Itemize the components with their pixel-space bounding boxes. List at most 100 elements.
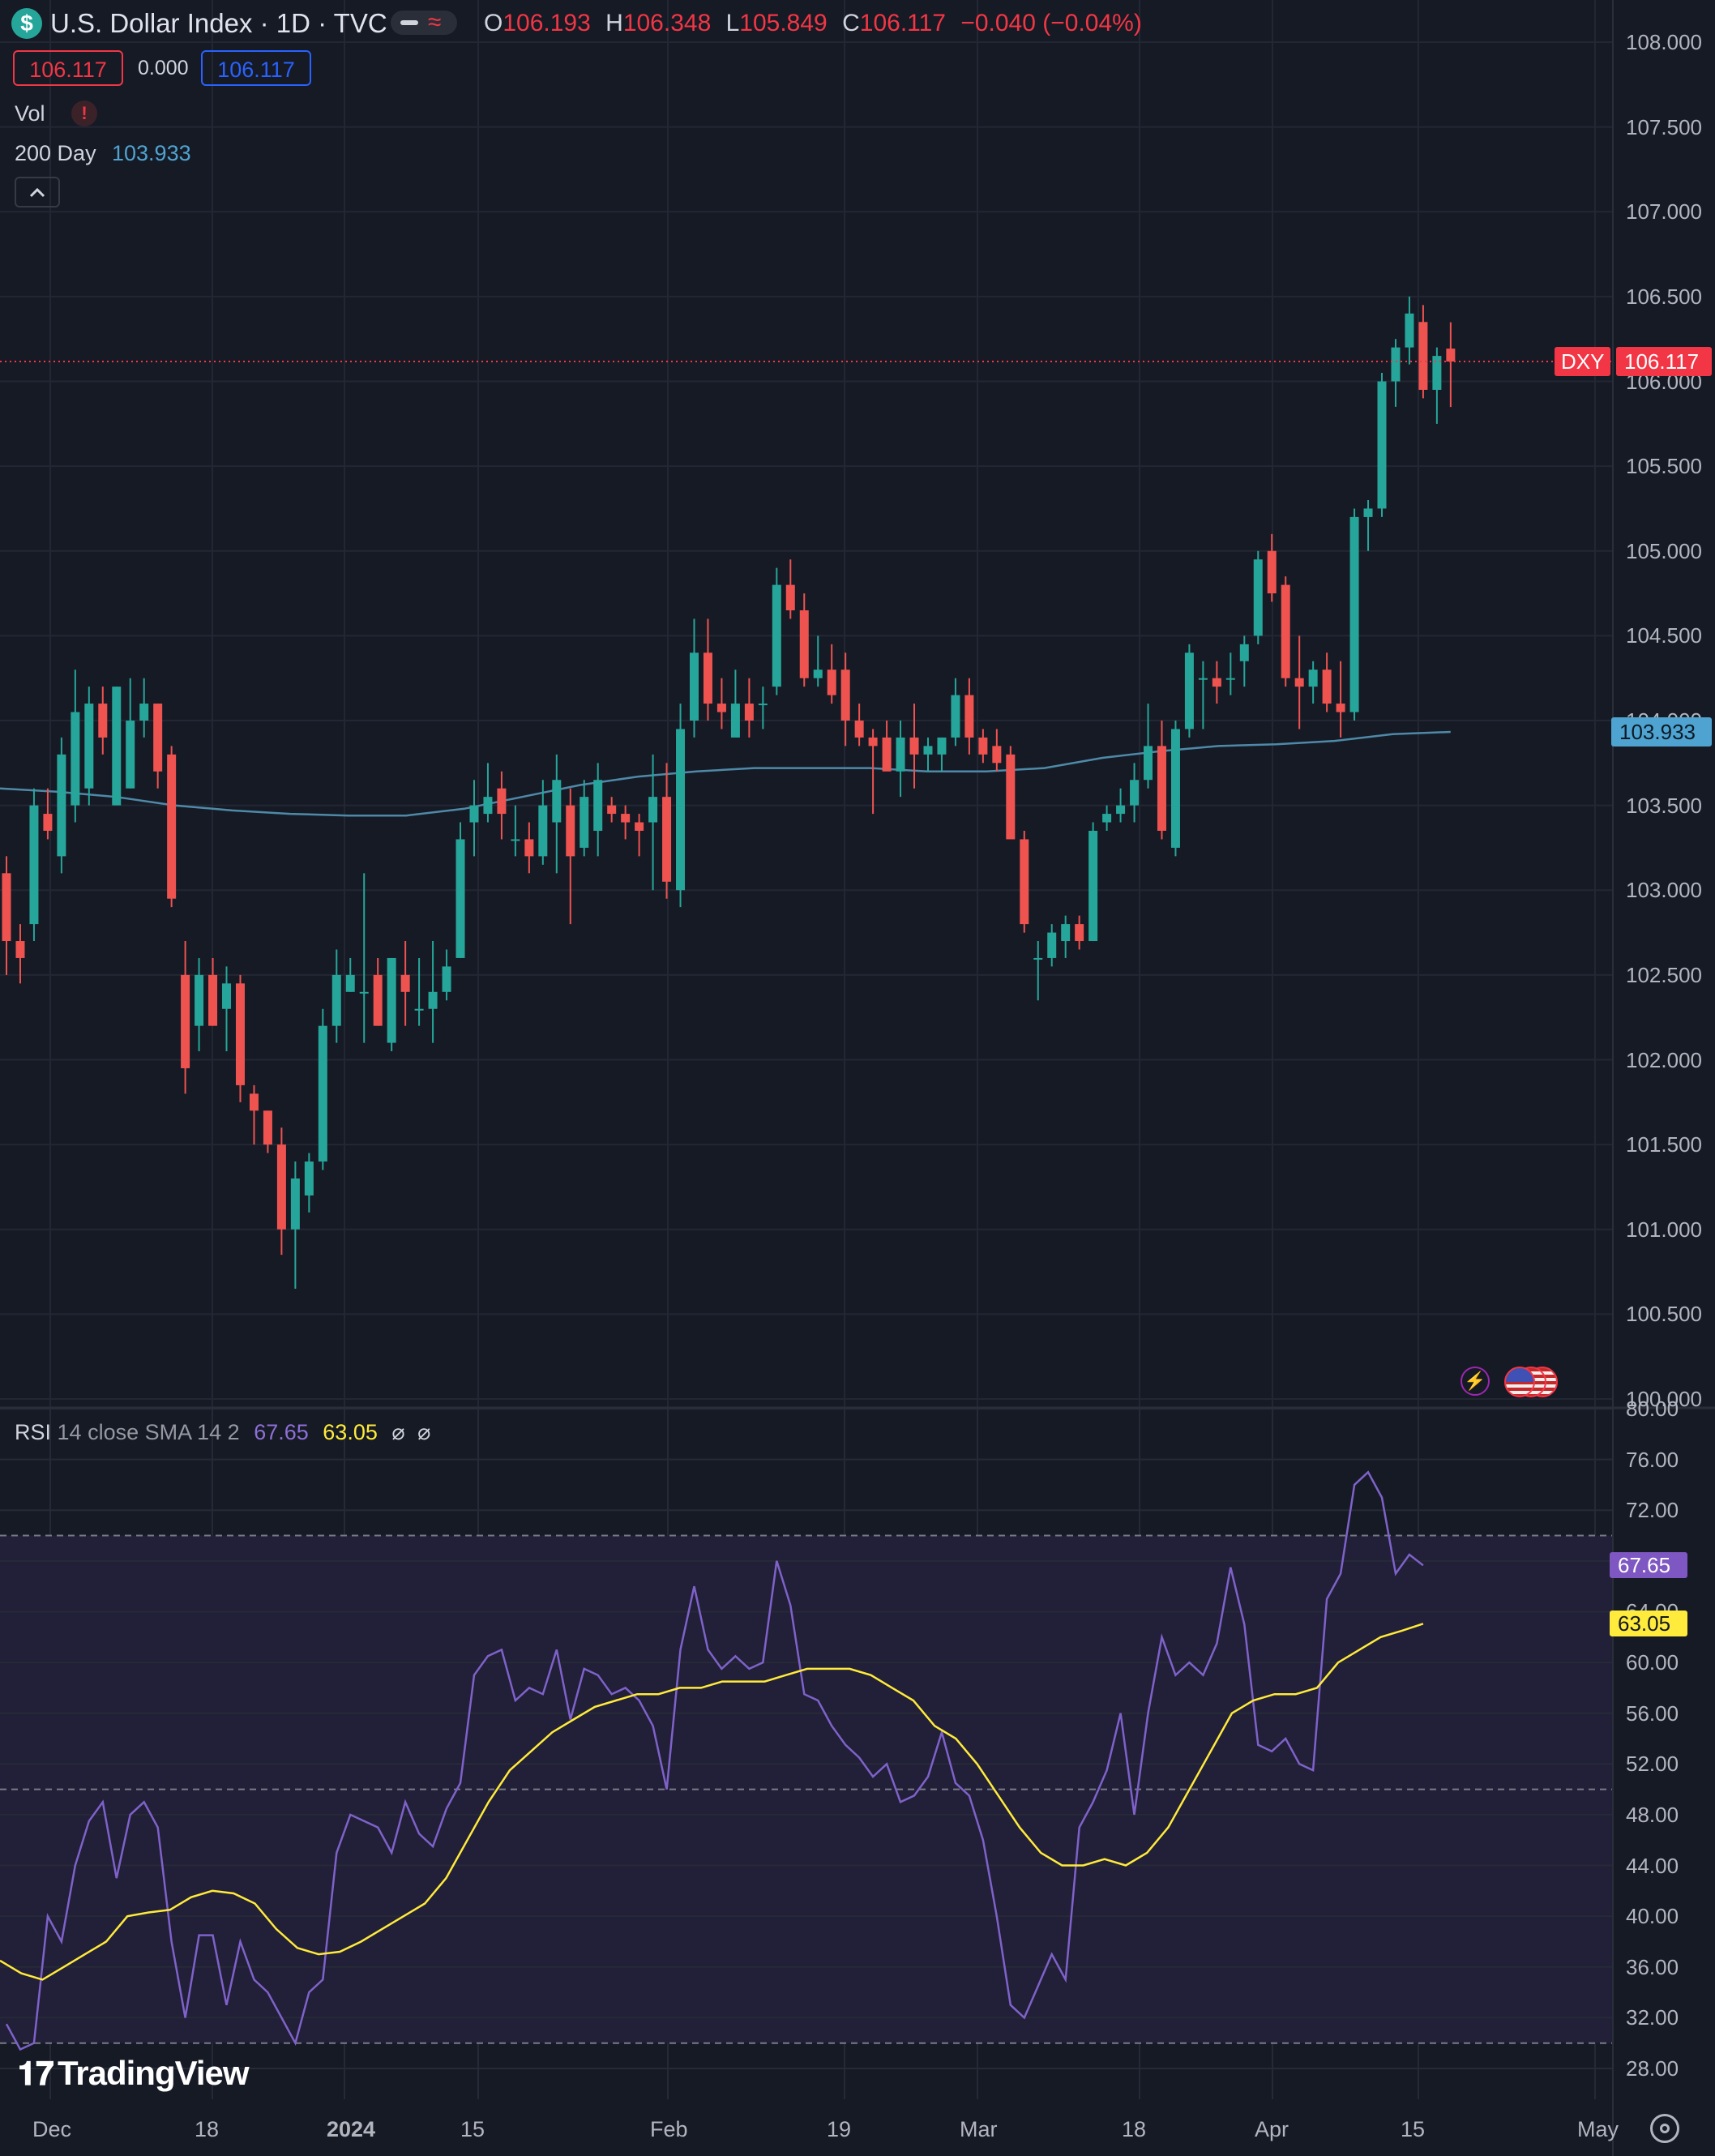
rsi-value-tag: 67.65 [1610,1552,1687,1579]
rsi-sma-line [0,1623,1424,1981]
vol-label[interactable]: Vol [15,101,45,126]
price-axis-label: 100.500 [1626,1302,1702,1327]
candle-body [1432,356,1442,390]
chart-type-toggle[interactable]: ≈ [391,9,457,36]
rsi-value: 67.65 [254,1420,309,1444]
candle-body [235,983,245,1085]
wave-icon: ≈ [428,9,442,36]
candle-body [827,669,836,695]
candle-body [139,704,149,721]
candle-body [71,712,80,806]
high-label: H [605,10,623,36]
candle-body [359,991,369,994]
candle-body [126,721,135,789]
candle-body [538,805,548,857]
date-axis-label: May [1577,2117,1619,2141]
candle-body [552,780,562,823]
tradingview-logo-icon: 𝟏𝟕 [18,2056,54,2092]
candle-body [1225,678,1235,680]
candle-body [662,797,672,882]
rsi-axis-label: 48.00 [1626,1802,1679,1827]
date-axis-label: 19 [827,2117,852,2141]
candle-body [703,652,712,704]
collapse-legend-button[interactable] [15,177,60,207]
tradingview-logo[interactable]: 𝟏𝟕 TradingView [18,2054,250,2093]
candle-body [249,1093,259,1111]
candle-body [483,797,493,815]
buy-button[interactable]: 106.117 [201,50,311,86]
sell-button[interactable]: 106.117 [13,50,123,86]
date-axis-label: 15 [1401,2117,1426,2141]
price-axis-label: 102.500 [1626,962,1702,987]
candle-body [318,1025,327,1162]
candle-body [1308,669,1318,687]
symbol-title[interactable]: U.S. Dollar Index · 1D · TVC [50,8,387,38]
candle-body [937,737,947,755]
candle-body [1418,322,1428,390]
candle-body [744,704,754,721]
hidden-symbol-2: ⌀ [417,1420,431,1444]
candle-body [167,754,177,899]
warning-icon[interactable]: ! [71,101,97,126]
brand-name: TradingView [57,2054,250,2092]
minus-icon [400,20,418,25]
settings-gear-icon[interactable] [1650,2114,1679,2143]
rsi-axis-label: 28.00 [1626,2056,1679,2081]
date-axis-label: Mar [960,2117,998,2141]
candle-body [1088,831,1098,942]
candle-body [290,1178,300,1230]
us-flag-events-icon[interactable] [1504,1367,1569,1397]
last-price-tag-value: 106.117 [1624,349,1700,374]
ma-price-tag-value: 103.933 [1619,720,1696,745]
candle-body [1144,746,1153,781]
candle-body [1322,669,1332,704]
candle-body [580,797,589,848]
candle-body [1294,678,1304,687]
candle-body [195,974,204,1026]
rsi-axis-label: 72.00 [1626,1498,1679,1523]
candle-body [1267,550,1277,594]
candle-body [414,1008,424,1011]
rsi-axis-label: 36.00 [1626,1954,1679,1979]
candle-body [1075,924,1084,942]
open-value: 106.193 [503,10,591,36]
candles [2,296,1456,1289]
rsi-sma-tag: 63.05 [1610,1611,1687,1637]
price-axis-label: 106.500 [1626,284,1702,309]
close-label: C [842,10,860,36]
price-axis-label: 107.500 [1626,114,1702,139]
ma-200-path [0,730,1451,817]
candle-body [813,669,823,678]
candle-body [400,974,410,992]
date-axis-label: Feb [650,2117,688,2141]
candle-body [469,805,479,823]
lightning-event-icon[interactable]: ⚡ [1461,1367,1490,1396]
symbol-logo-icon[interactable]: $ [11,8,42,39]
rsi-legend[interactable]: RSI 14 close SMA 14 2 67.65 63.05 ⌀ ⌀ [15,1420,430,1445]
change-value: −0.040 (−0.04%) [960,10,1142,36]
candle-body [882,737,892,772]
low-label: L [725,10,740,36]
high-value: 106.348 [622,10,712,36]
candle-body [923,746,933,755]
candle-body [57,754,66,857]
candle-body [1047,932,1057,958]
ma-label[interactable]: 200 Day [15,141,96,165]
candle-body [276,1144,286,1230]
price-axis-label: 103.500 [1626,793,1702,818]
date-axis-label: Apr [1255,2117,1289,2141]
candle-body [181,974,190,1068]
candle-body [896,737,905,772]
ma-value: 103.933 [112,141,191,165]
symbol-tag-label: DXY [1561,349,1605,374]
candle-body [428,991,438,1009]
candle-body [1336,704,1345,712]
candle-body [951,695,960,738]
candle-body [868,737,878,746]
price-axis-label: 104.500 [1626,623,1702,648]
candle-body [648,797,658,823]
price-axis-label: 107.000 [1626,199,1702,225]
open-label: O [484,10,503,36]
candle-body [112,687,122,806]
